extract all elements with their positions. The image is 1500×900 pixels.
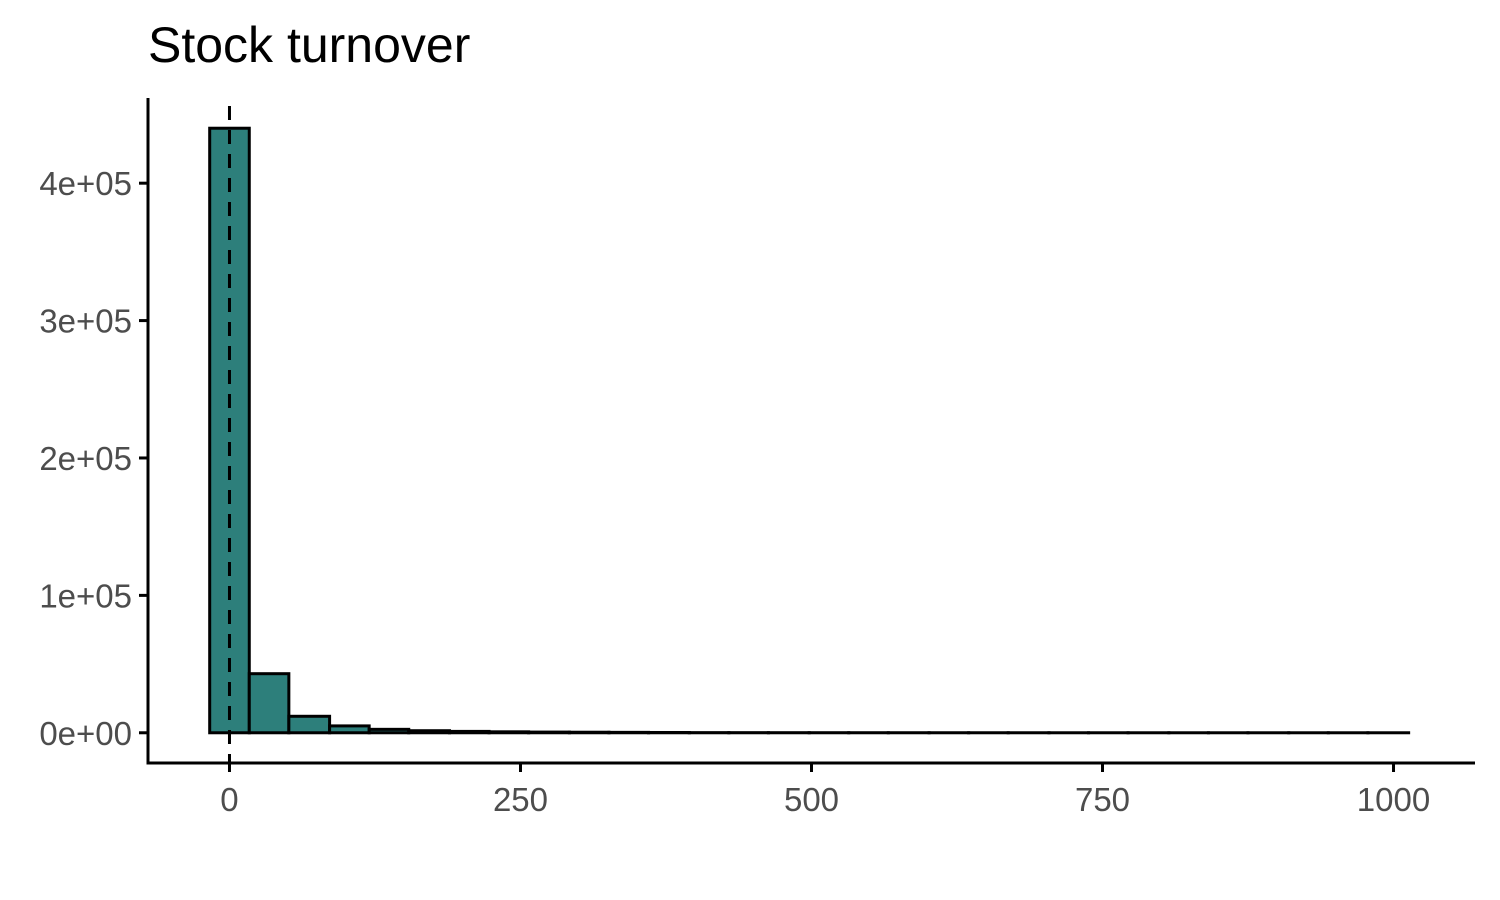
chart-title: Stock turnover — [148, 17, 471, 73]
x-tick-label: 500 — [784, 781, 839, 818]
x-tick-label: 750 — [1075, 781, 1130, 818]
x-axis-ticks: 0 250 500 750 1000 — [220, 763, 1430, 818]
histogram-bar-8 — [527, 730, 571, 735]
y-tick-label: 0e+00 — [39, 715, 132, 752]
y-tick-label: 1e+05 — [39, 577, 132, 614]
histogram-bar-2 — [287, 714, 332, 735]
histogram-bar-9 — [567, 730, 611, 735]
histogram-bar-3 — [328, 724, 371, 735]
histogram-bar-4 — [367, 727, 411, 735]
histogram-bar-1 — [247, 672, 291, 735]
y-axis-ticks: 0e+00 1e+05 2e+05 3e+05 4e+05 — [39, 165, 148, 752]
histogram-bar-7 — [487, 730, 531, 735]
x-tick-label: 0 — [220, 781, 238, 818]
histogram-bar-5 — [407, 729, 451, 735]
histogram-bar-6 — [447, 729, 491, 735]
y-tick-label: 2e+05 — [39, 440, 132, 477]
x-tick-label: 250 — [493, 781, 548, 818]
x-tick-label: 1000 — [1357, 781, 1430, 818]
y-tick-label: 4e+05 — [39, 165, 132, 202]
bars-layer — [208, 126, 1411, 735]
y-tick-label: 3e+05 — [39, 303, 132, 340]
